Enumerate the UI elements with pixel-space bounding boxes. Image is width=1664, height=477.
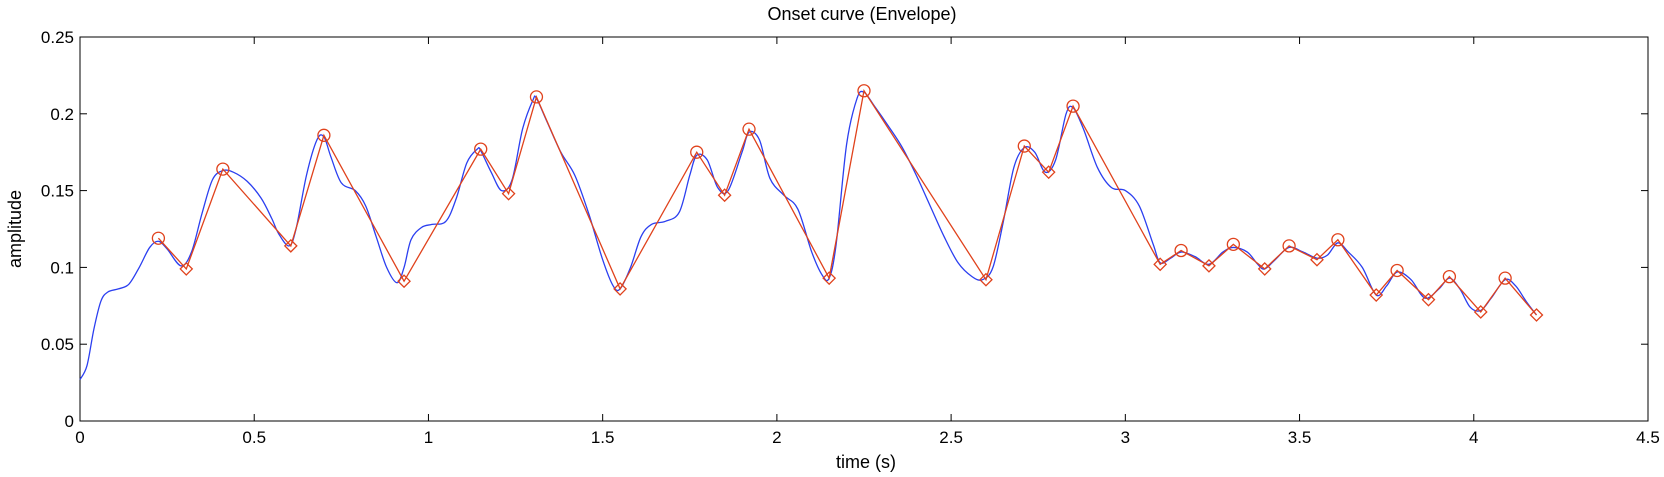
x-tick-label: 3.5 — [1288, 428, 1312, 447]
y-tick-label: 0.15 — [41, 182, 74, 201]
valley-marker — [1153, 257, 1168, 272]
x-tick-label: 0 — [75, 428, 84, 447]
valley-marker — [1369, 288, 1384, 302]
onset-polyline — [157, 89, 1537, 316]
valley-marker — [1041, 165, 1056, 180]
valley-marker — [1529, 308, 1544, 322]
peak-marker — [474, 142, 488, 156]
valley-marker — [397, 274, 411, 289]
peak-marker — [1282, 239, 1296, 253]
y-tick-label: 0.2 — [50, 105, 74, 124]
peak-marker — [1442, 269, 1457, 284]
peak-marker — [317, 128, 331, 142]
x-tick-label: 1 — [424, 428, 433, 447]
valley-marker — [179, 262, 194, 276]
valley-marker — [613, 281, 628, 296]
x-tick-label: 1.5 — [591, 428, 615, 447]
x-tick-label: 4 — [1469, 428, 1478, 447]
valley-marker — [822, 271, 837, 286]
y-axis-label: amplitude — [5, 190, 25, 268]
plot-frame — [79, 36, 1649, 422]
peak-marker — [1226, 237, 1241, 252]
x-tick-label: 3 — [1121, 428, 1130, 447]
valley-marker — [717, 188, 732, 203]
peak-marker — [529, 90, 544, 104]
peak-marker — [1017, 139, 1031, 153]
chart-title: Onset curve (Envelope) — [767, 4, 956, 24]
x-tick-label: 4.5 — [1636, 428, 1660, 447]
x-tick-label: 2.5 — [939, 428, 963, 447]
valley-marker — [1421, 292, 1436, 307]
peak-marker — [1390, 263, 1404, 278]
y-tick-label: 0.1 — [50, 258, 74, 277]
peak-marker — [1174, 243, 1188, 258]
y-tick-label: 0.25 — [41, 28, 74, 47]
valley-marker — [1202, 258, 1216, 273]
peak-marker — [151, 231, 166, 245]
y-tick-label: 0.05 — [41, 335, 74, 354]
valley-marker — [283, 238, 298, 253]
valley-marker — [1257, 262, 1272, 276]
peak-marker — [742, 122, 756, 136]
valley-marker — [1473, 305, 1488, 319]
peak-marker — [1498, 271, 1512, 285]
peak-marker — [690, 145, 704, 159]
envelope-curve — [79, 90, 1538, 380]
peak-marker — [216, 162, 230, 176]
x-tick-label: 2 — [772, 428, 781, 447]
y-tick-label: 0 — [65, 412, 74, 431]
x-axis-label: time (s) — [836, 452, 896, 472]
peak-marker — [857, 84, 871, 98]
valley-marker — [1310, 252, 1324, 267]
peak-marker — [1331, 233, 1345, 247]
peak-marker — [1066, 99, 1080, 113]
valley-marker — [501, 186, 516, 201]
valley-marker — [979, 272, 993, 287]
x-tick-label: 0.5 — [242, 428, 266, 447]
plot-area: 0 0.5 1 1.5 2 2.5 3 3.5 4 4.5 0 0.05 0.1 0.15 0.2 0.25 — [41, 28, 1660, 447]
